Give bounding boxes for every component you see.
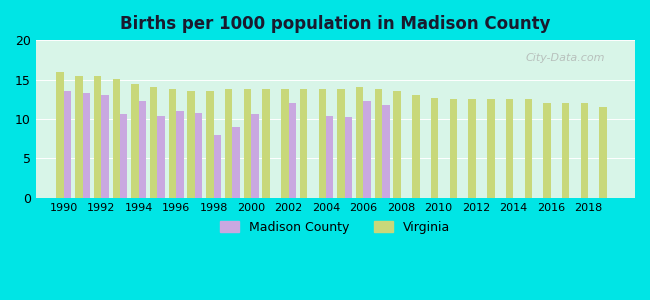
Bar	[469, 99, 476, 198]
Bar	[75, 76, 83, 198]
Bar	[131, 83, 138, 198]
Bar	[374, 89, 382, 198]
Bar	[138, 101, 146, 198]
Bar	[101, 95, 109, 198]
Bar	[326, 116, 333, 198]
Bar	[157, 116, 165, 198]
Bar	[562, 103, 569, 198]
Bar	[487, 99, 495, 198]
Bar	[206, 92, 214, 198]
Bar	[450, 99, 457, 198]
Bar	[356, 88, 363, 198]
Bar	[337, 89, 345, 198]
Bar	[232, 127, 240, 198]
Text: City-Data.com: City-Data.com	[526, 53, 605, 63]
Bar	[344, 117, 352, 198]
Bar	[150, 88, 157, 198]
Bar	[363, 101, 371, 198]
Bar	[506, 99, 514, 198]
Bar	[263, 89, 270, 198]
Bar	[112, 79, 120, 198]
Bar	[543, 103, 551, 198]
Bar	[64, 92, 72, 198]
Bar	[300, 89, 307, 198]
Bar	[580, 103, 588, 198]
Bar	[393, 92, 401, 198]
Bar	[251, 114, 259, 198]
Bar	[525, 99, 532, 198]
Bar	[431, 98, 438, 198]
Bar	[244, 89, 251, 198]
Bar	[412, 95, 420, 198]
Title: Births per 1000 population in Madison County: Births per 1000 population in Madison Co…	[120, 15, 551, 33]
Bar	[94, 76, 101, 198]
Bar	[57, 72, 64, 198]
Bar	[225, 89, 232, 198]
Bar	[281, 89, 289, 198]
Bar	[382, 105, 390, 198]
Bar	[169, 89, 176, 198]
Bar	[214, 135, 221, 198]
Bar	[187, 92, 195, 198]
Bar	[176, 111, 184, 198]
Bar	[120, 113, 127, 198]
Legend: Madison County, Virginia: Madison County, Virginia	[215, 216, 456, 239]
Bar	[599, 107, 607, 198]
Bar	[318, 89, 326, 198]
Bar	[83, 93, 90, 198]
Bar	[289, 103, 296, 198]
Bar	[195, 113, 202, 198]
